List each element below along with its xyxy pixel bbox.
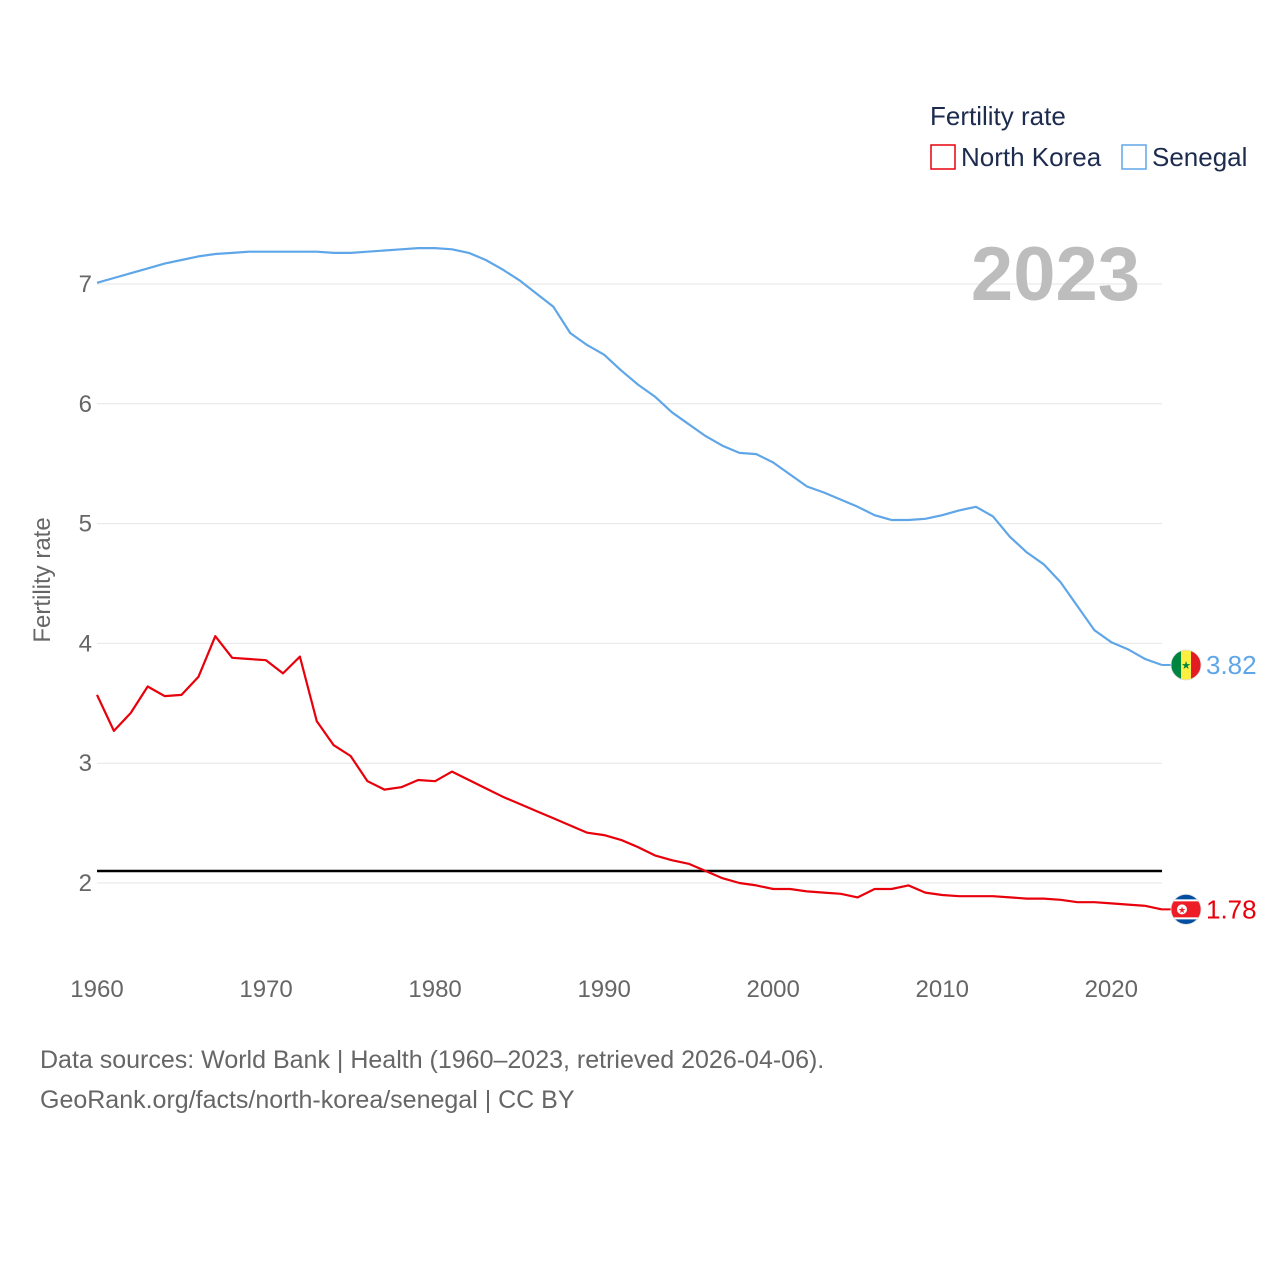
legend-item-senegal[interactable]: Senegal [1121, 142, 1247, 172]
svg-text:★: ★ [1181, 659, 1191, 672]
y-tick-label-4: 4 [79, 630, 92, 657]
senegal-flag-icon: ★ [1170, 649, 1202, 681]
legend-item-north-korea[interactable]: North Korea [930, 142, 1102, 172]
y-axis-label: Fertility rate [29, 517, 56, 642]
series-line-senegal[interactable] [96, 247, 1163, 667]
series-line-north-korea[interactable] [96, 635, 1163, 911]
y-tick-label-7: 7 [79, 271, 92, 298]
x-tick-label-1980: 1980 [408, 976, 461, 1003]
x-tick-label-1990: 1990 [577, 976, 630, 1003]
series-lines [96, 247, 1163, 911]
x-tick-label-1970: 1970 [239, 976, 292, 1003]
legend-label-senegal: Senegal [1152, 142, 1247, 172]
grid-lines [97, 283, 1162, 884]
y-tick-label-6: 6 [79, 391, 92, 418]
source-line-1: Data sources: World Bank | Health (1960–… [40, 1046, 825, 1074]
svg-text:★: ★ [1178, 906, 1186, 916]
legend-label-north-korea: North Korea [961, 142, 1102, 172]
y-axis-ticks: 2 3 4 5 6 7 [79, 271, 92, 897]
legend-title: Fertility rate [930, 101, 1066, 131]
end-markers: ★ 1.78 ★ 3.82 [1162, 649, 1257, 925]
y-tick-label-5: 5 [79, 511, 92, 538]
x-tick-label-2000: 2000 [746, 976, 799, 1003]
x-tick-label-1960: 1960 [70, 976, 123, 1003]
legend-swatch-north-korea [930, 144, 956, 170]
current-year-label: 2023 [971, 232, 1140, 317]
x-tick-label-2020: 2020 [1085, 976, 1138, 1003]
y-tick-label-3: 3 [79, 750, 92, 777]
x-tick-label-2010: 2010 [916, 976, 969, 1003]
y-tick-label-2: 2 [79, 870, 92, 897]
legend-swatch-senegal [1121, 144, 1147, 170]
source-line-2[interactable]: GeoRank.org/facts/north-korea/senegal | … [40, 1086, 575, 1114]
x-axis-ticks: 1960 1970 1980 1990 2000 2010 2020 [70, 976, 1138, 1003]
end-value-label-north-korea: 1.78 [1206, 894, 1257, 924]
end-value-label-senegal: 3.82 [1206, 650, 1257, 680]
fertility-rate-chart: 2 3 4 5 6 7 1960 1970 1980 1990 2000 2010 2020 Fert… [29, 101, 1257, 1003]
legend: Fertility rate North Korea Senegal [930, 101, 1247, 172]
north-korea-flag-icon: ★ [1170, 893, 1202, 925]
